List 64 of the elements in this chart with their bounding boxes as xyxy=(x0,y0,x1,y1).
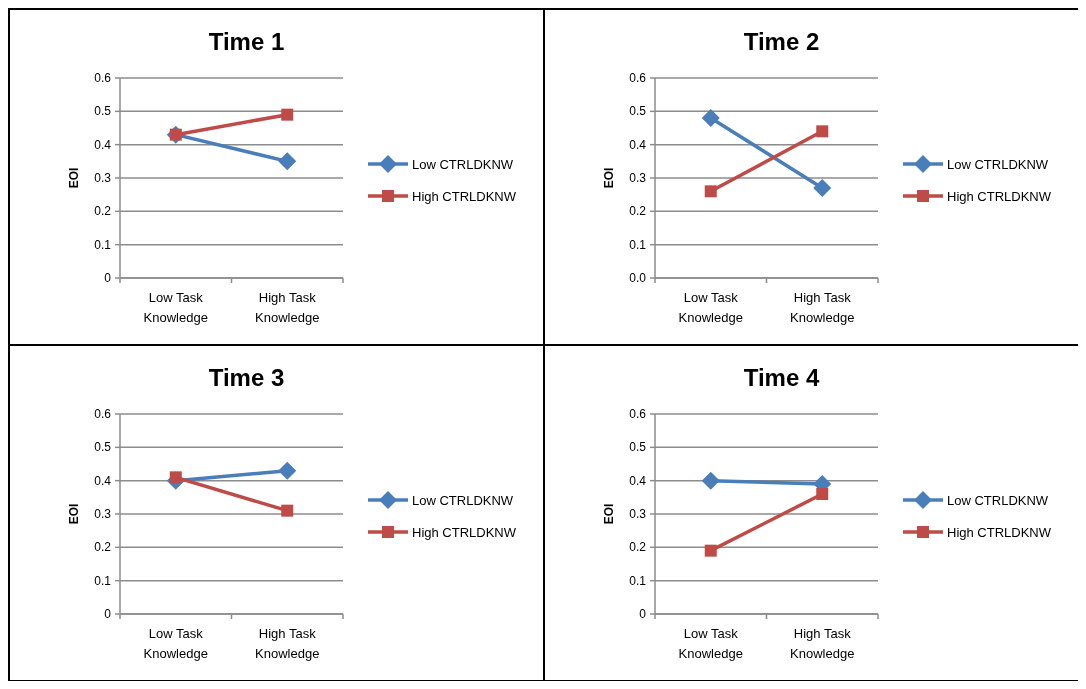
legend-label: Low CTRLDKNW xyxy=(412,493,514,508)
y-tick-label: 0.5 xyxy=(94,440,112,455)
point xyxy=(816,125,829,138)
y-tick-label: 0.3 xyxy=(94,507,112,521)
y-tick-label: 0.4 xyxy=(629,137,647,152)
y-tick-label: 0.5 xyxy=(629,104,647,119)
legend-label: Low CTRLDKNW xyxy=(947,157,1049,172)
y-tick-label: 0.4 xyxy=(94,137,112,152)
point xyxy=(281,108,294,121)
y-tick-label: 0.2 xyxy=(629,204,647,219)
x-tick-label: Low Task Knowledge xyxy=(143,626,208,661)
y-tick-label: 0.5 xyxy=(94,104,112,119)
y-tick-label: 0 xyxy=(639,607,647,621)
y-tick-label: 0.4 xyxy=(94,473,112,488)
point xyxy=(813,179,832,197)
x-tick-label: High Task Knowledge xyxy=(255,626,320,661)
legend-label: High CTRLDKNW xyxy=(947,189,1052,204)
x-tick-label: High Task Knowledge xyxy=(790,626,855,661)
y-tick-label: 0.5 xyxy=(629,440,647,455)
y-tick-label: 0.6 xyxy=(629,407,647,421)
point xyxy=(701,109,720,127)
y-tick-label: 0.2 xyxy=(94,204,112,219)
point xyxy=(704,185,717,198)
point xyxy=(278,461,297,480)
y-tick-label: 0.3 xyxy=(629,171,647,185)
y-tick-label: 0.2 xyxy=(94,540,112,555)
chart-title: Time 2 xyxy=(743,28,820,55)
legend-label: High CTRLDKNW xyxy=(947,525,1052,540)
y-tick-label: 0.2 xyxy=(629,540,647,555)
y-tick-label: 0.1 xyxy=(629,573,647,588)
legend-label: Low CTRLDKNW xyxy=(947,493,1049,508)
y-axis-title: EOI xyxy=(67,503,81,525)
y-tick-label: 0.3 xyxy=(629,507,647,521)
y-tick-label: 0.6 xyxy=(629,71,647,85)
y-tick-label: 0.4 xyxy=(629,473,647,488)
x-tick-label: Low Task Knowledge xyxy=(678,290,743,325)
y-axis-title: EOI xyxy=(602,167,616,189)
legend-label: High CTRLDKNW xyxy=(412,189,517,204)
point xyxy=(169,471,182,484)
point xyxy=(701,471,720,490)
y-tick-label: 0.3 xyxy=(94,171,112,185)
y-tick-label: 0 xyxy=(104,271,112,285)
y-axis-title: EOI xyxy=(602,503,616,525)
y-tick-label: 0.1 xyxy=(629,237,647,252)
point xyxy=(278,152,297,171)
y-tick-label: 0.0 xyxy=(629,271,647,285)
chart-title: Time 3 xyxy=(208,364,285,391)
y-tick-label: 0 xyxy=(104,607,112,621)
y-tick-label: 0.6 xyxy=(94,407,112,421)
x-tick-label: Low Task Knowledge xyxy=(143,290,208,325)
y-tick-label: 0.1 xyxy=(94,237,112,252)
x-tick-label: High Task Knowledge xyxy=(255,290,320,325)
point xyxy=(704,544,717,557)
point xyxy=(816,488,829,500)
x-tick-label: Low Task Knowledge xyxy=(678,626,743,661)
y-axis-title: EOI xyxy=(67,167,81,189)
chart-title: Time 1 xyxy=(208,28,285,55)
legend-label: Low CTRLDKNW xyxy=(412,157,514,172)
x-tick-label: High Task Knowledge xyxy=(790,290,855,325)
point xyxy=(281,504,294,517)
chart-title: Time 4 xyxy=(743,364,820,391)
legend-label: High CTRLDKNW xyxy=(412,525,517,540)
y-tick-label: 0.1 xyxy=(94,573,112,588)
y-tick-label: 0.6 xyxy=(94,71,112,85)
